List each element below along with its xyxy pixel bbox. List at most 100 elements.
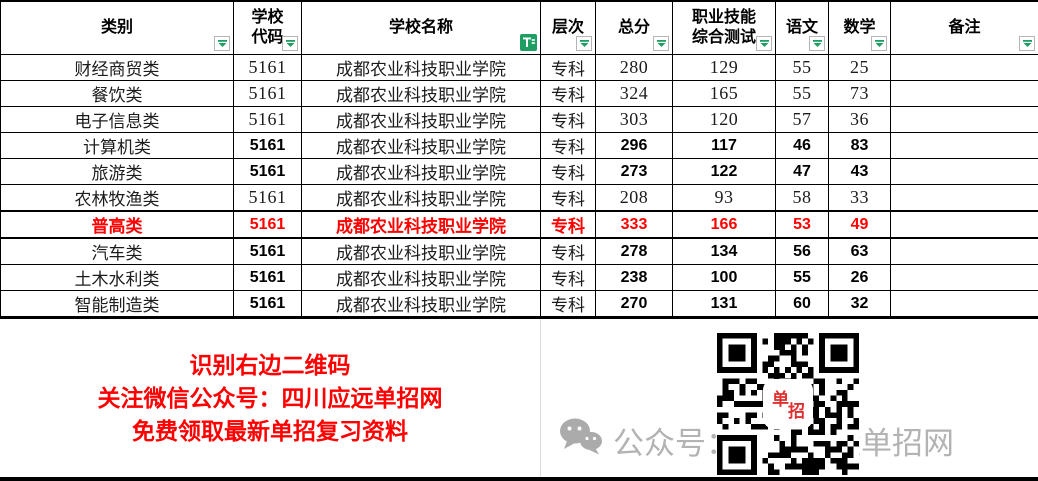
filter-dropdown-icon[interactable]	[871, 36, 887, 51]
cell-category[interactable]: 智能制造类	[1, 291, 234, 318]
cell-total[interactable]: 278	[596, 238, 673, 265]
cell-remark[interactable]	[891, 185, 1038, 212]
cell-chinese[interactable]: 55	[776, 55, 829, 81]
cell-skill[interactable]: 93	[673, 185, 776, 212]
cell-total[interactable]: 208	[596, 185, 673, 212]
cell-total[interactable]: 303	[596, 107, 673, 133]
cell-category[interactable]: 土木水利类	[1, 265, 234, 291]
cell-school[interactable]: 成都农业科技职业学院	[302, 238, 541, 265]
cell-remark[interactable]	[891, 159, 1038, 185]
cell-category[interactable]: 汽车类	[1, 238, 234, 265]
filter-dropdown-icon[interactable]	[214, 36, 230, 51]
cell-total[interactable]: 280	[596, 55, 673, 81]
cell-category[interactable]: 农林牧渔类	[1, 185, 234, 212]
cell-code[interactable]: 5161	[234, 265, 302, 291]
cell-chinese[interactable]: 56	[776, 238, 829, 265]
cell-skill[interactable]: 120	[673, 107, 776, 133]
cell-category[interactable]: 普高类	[1, 211, 234, 238]
filter-dropdown-icon[interactable]	[756, 36, 772, 51]
cell-chinese[interactable]: 55	[776, 265, 829, 291]
cell-level[interactable]: 专科	[541, 159, 596, 185]
cell-math[interactable]: 43	[829, 159, 891, 185]
cell-code[interactable]: 5161	[234, 185, 302, 212]
cell-chinese[interactable]: 47	[776, 159, 829, 185]
cell-math[interactable]: 83	[829, 133, 891, 159]
cell-code[interactable]: 5161	[234, 291, 302, 318]
filter-dropdown-icon[interactable]	[576, 36, 592, 51]
filter-dropdown-icon[interactable]	[1019, 36, 1035, 51]
cell-school[interactable]: 成都农业科技职业学院	[302, 55, 541, 81]
cell-level[interactable]: 专科	[541, 291, 596, 318]
cell-remark[interactable]	[891, 81, 1038, 107]
filter-dropdown-icon[interactable]	[653, 36, 669, 51]
cell-chinese[interactable]: 53	[776, 211, 829, 238]
cell-level[interactable]: 专科	[541, 55, 596, 81]
cell-math[interactable]: 49	[829, 211, 891, 238]
cell-skill[interactable]: 166	[673, 211, 776, 238]
cell-code[interactable]: 5161	[234, 211, 302, 238]
cell-chinese[interactable]: 55	[776, 81, 829, 107]
cell-level[interactable]: 专科	[541, 107, 596, 133]
cell-skill[interactable]: 129	[673, 55, 776, 81]
cell-math[interactable]: 32	[829, 291, 891, 318]
cell-remark[interactable]	[891, 265, 1038, 291]
cell-remark[interactable]	[891, 133, 1038, 159]
cell-school[interactable]: 成都农业科技职业学院	[302, 81, 541, 107]
cell-code[interactable]: 5161	[234, 81, 302, 107]
cell-category[interactable]: 餐饮类	[1, 81, 234, 107]
cell-school[interactable]: 成都农业科技职业学院	[302, 159, 541, 185]
cell-skill[interactable]: 134	[673, 238, 776, 265]
cell-skill[interactable]: 122	[673, 159, 776, 185]
filter-active-icon[interactable]	[520, 34, 537, 51]
cell-level[interactable]: 专科	[541, 265, 596, 291]
cell-remark[interactable]	[891, 211, 1038, 238]
cell-chinese[interactable]: 46	[776, 133, 829, 159]
cell-total[interactable]: 238	[596, 265, 673, 291]
cell-level[interactable]: 专科	[541, 185, 596, 212]
cell-school[interactable]: 成都农业科技职业学院	[302, 133, 541, 159]
cell-category[interactable]: 电子信息类	[1, 107, 234, 133]
cell-category[interactable]: 计算机类	[1, 133, 234, 159]
cell-remark[interactable]	[891, 107, 1038, 133]
cell-category[interactable]: 旅游类	[1, 159, 234, 185]
cell-chinese[interactable]: 57	[776, 107, 829, 133]
cell-total[interactable]: 333	[596, 211, 673, 238]
cell-code[interactable]: 5161	[234, 133, 302, 159]
promo-text: 识别右边二维码 关注微信公众号：四川应远单招网 免费领取最新单招复习资料	[98, 349, 443, 448]
cell-level[interactable]: 专科	[541, 211, 596, 238]
cell-skill[interactable]: 131	[673, 291, 776, 318]
cell-total[interactable]: 296	[596, 133, 673, 159]
cell-school[interactable]: 成都农业科技职业学院	[302, 107, 541, 133]
cell-math[interactable]: 25	[829, 55, 891, 81]
cell-math[interactable]: 33	[829, 185, 891, 212]
cell-remark[interactable]	[891, 55, 1038, 81]
cell-level[interactable]: 专科	[541, 238, 596, 265]
cell-remark[interactable]	[891, 238, 1038, 265]
cell-chinese[interactable]: 58	[776, 185, 829, 212]
cell-chinese[interactable]: 60	[776, 291, 829, 318]
cell-code[interactable]: 5161	[234, 107, 302, 133]
cell-category[interactable]: 财经商贸类	[1, 55, 234, 81]
cell-code[interactable]: 5161	[234, 55, 302, 81]
cell-skill[interactable]: 165	[673, 81, 776, 107]
filter-dropdown-icon[interactable]	[282, 36, 298, 51]
cell-math[interactable]: 36	[829, 107, 891, 133]
cell-skill[interactable]: 117	[673, 133, 776, 159]
cell-total[interactable]: 273	[596, 159, 673, 185]
cell-school[interactable]: 成都农业科技职业学院	[302, 291, 541, 318]
cell-code[interactable]: 5161	[234, 159, 302, 185]
cell-level[interactable]: 专科	[541, 81, 596, 107]
filter-dropdown-icon[interactable]	[809, 36, 825, 51]
cell-school[interactable]: 成都农业科技职业学院	[302, 265, 541, 291]
cell-level[interactable]: 专科	[541, 133, 596, 159]
cell-remark[interactable]	[891, 291, 1038, 318]
cell-school[interactable]: 成都农业科技职业学院	[302, 185, 541, 212]
cell-total[interactable]: 270	[596, 291, 673, 318]
cell-skill[interactable]: 100	[673, 265, 776, 291]
cell-math[interactable]: 63	[829, 238, 891, 265]
cell-total[interactable]: 324	[596, 81, 673, 107]
cell-code[interactable]: 5161	[234, 238, 302, 265]
cell-math[interactable]: 73	[829, 81, 891, 107]
cell-school[interactable]: 成都农业科技职业学院	[302, 211, 541, 238]
cell-math[interactable]: 26	[829, 265, 891, 291]
